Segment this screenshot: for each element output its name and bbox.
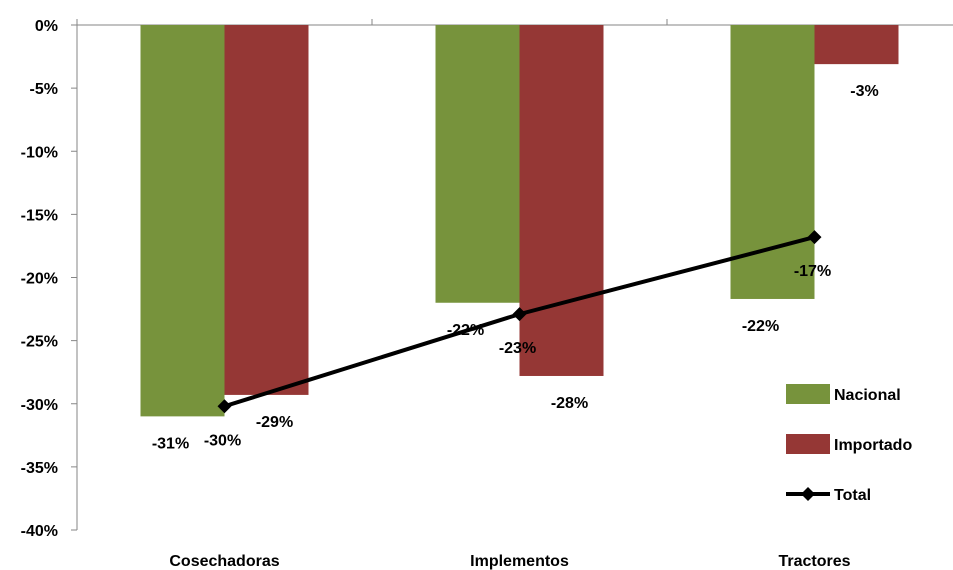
bar-data-label: -22%: [742, 318, 779, 335]
total-line: [217, 230, 822, 414]
y-tick-label: -5%: [30, 81, 58, 98]
bar-data-label: -29%: [256, 414, 293, 431]
bar-data-label: -28%: [551, 395, 588, 412]
legend-label: Total: [834, 487, 871, 504]
bar-importado: [519, 25, 604, 376]
x-tick-label: Cosechadoras: [169, 553, 279, 570]
bar-importado: [814, 25, 899, 65]
legend-label: Nacional: [834, 387, 901, 404]
total-data-label: -17%: [794, 263, 831, 280]
y-tick-label: -40%: [21, 523, 58, 540]
y-tick-label: -20%: [21, 271, 58, 288]
legend-marker: [801, 487, 815, 501]
legend-swatch-nacional: [786, 384, 830, 404]
total-point: [217, 399, 232, 414]
bar-nacional: [730, 25, 815, 299]
bar-importado: [224, 25, 309, 395]
x-tick-label: Tractores: [778, 553, 850, 570]
y-tick-label: -35%: [21, 460, 58, 477]
bar-nacional: [140, 25, 225, 417]
total-point: [512, 307, 527, 322]
axes: 0% -5% -10% -15% -20% -25% -30% -35% -40% Cosecha…: [21, 18, 953, 570]
y-tick-label: -25%: [21, 334, 58, 351]
legend-label: Importado: [834, 437, 912, 454]
y-tick-label: -30%: [21, 397, 58, 414]
bars: [140, 25, 899, 417]
y-tick-label: 0%: [35, 18, 58, 35]
bar-data-label: -22%: [447, 322, 484, 339]
y-tick-label: -15%: [21, 207, 58, 224]
y-tick-label: -10%: [21, 144, 58, 161]
bar-data-label: -31%: [152, 435, 189, 452]
total-data-label: -23%: [499, 340, 536, 357]
total-point: [807, 230, 822, 245]
bar-data-label: -3%: [850, 83, 878, 100]
total-data-label: -30%: [204, 432, 241, 449]
legend: Nacional Importado Total: [786, 384, 912, 504]
legend-swatch-importado: [786, 434, 830, 454]
data-labels: -31% -22% -22% -29% -28% -3% -30% -23% -17%: [152, 83, 879, 452]
bar-nacional: [435, 25, 520, 303]
x-tick-label: Implementos: [470, 553, 569, 570]
